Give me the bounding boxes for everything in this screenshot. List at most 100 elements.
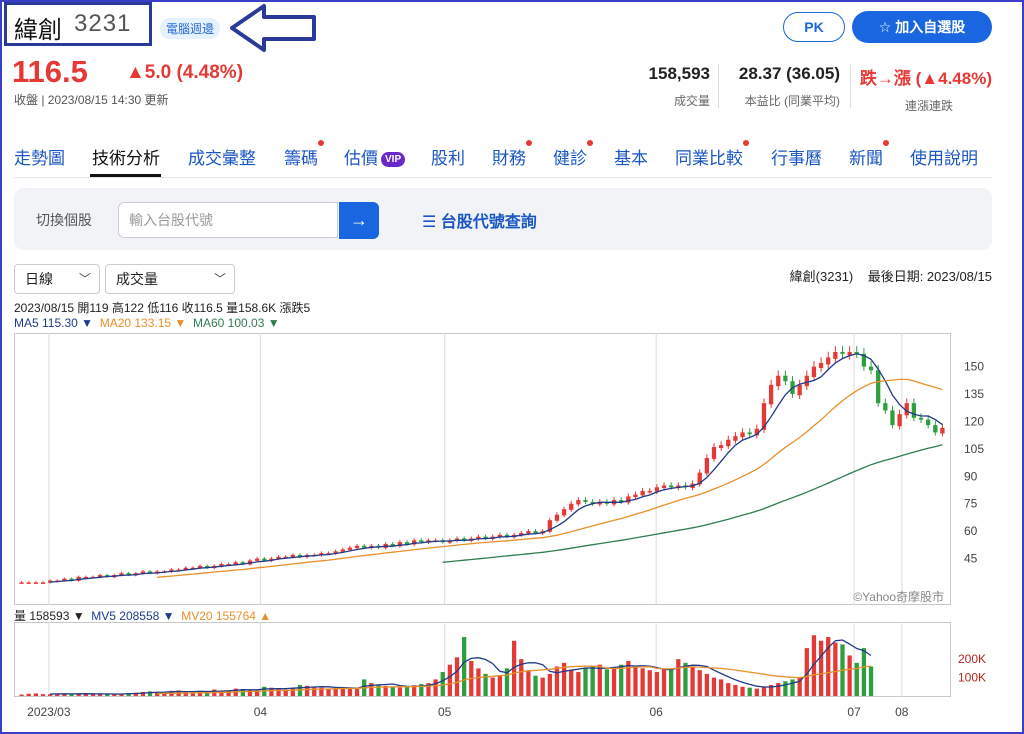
volume-bar: [219, 690, 224, 696]
volume-legend-value: 量 158593 ▼: [14, 609, 85, 623]
volume-chart[interactable]: 200K 100K 2023/03 04 05 06 07 08: [14, 622, 994, 728]
period-select[interactable]: 日線 ﹀: [14, 264, 100, 294]
volume-bar: [240, 689, 246, 696]
tab-technical[interactable]: 技術分析: [92, 144, 160, 169]
volume-bar: [283, 689, 288, 696]
volume-bar: [69, 693, 74, 696]
candle: [519, 533, 524, 536]
tab-label: 基本: [614, 149, 648, 168]
search-go-button[interactable]: →: [339, 202, 379, 239]
candle: [297, 554, 303, 557]
volume-bar: [26, 693, 31, 696]
tab-help[interactable]: 使用說明: [910, 144, 978, 169]
tab-news[interactable]: 新聞: [849, 140, 889, 169]
volume-bar: [511, 640, 517, 696]
candle: [176, 569, 181, 572]
candle: [811, 366, 817, 378]
tab-label: 估價: [344, 149, 378, 168]
candle: [340, 549, 345, 552]
volume-bar: [97, 693, 103, 696]
chart-border: [14, 622, 951, 697]
volume-bar: [818, 640, 824, 696]
candle: [633, 494, 638, 498]
annotation-arrow-icon: [230, 4, 316, 52]
volume-bar: [419, 684, 424, 696]
volume-bar: [119, 693, 124, 696]
volume-bar: [376, 684, 381, 696]
x-tick-label: 05: [438, 705, 452, 719]
indicator-select[interactable]: 成交量 ﹀: [105, 264, 235, 294]
volume-bar: [462, 637, 467, 696]
candle: [33, 582, 38, 584]
candle: [262, 558, 267, 561]
volume-bar: [718, 679, 724, 696]
volume-bar: [540, 677, 545, 696]
candle: [804, 375, 809, 387]
notification-dot: [318, 140, 324, 146]
volume-bar: [533, 675, 538, 696]
switch-label: 切換個股: [36, 212, 92, 228]
candle: [897, 414, 902, 427]
tab-health[interactable]: 健診: [553, 140, 593, 169]
volume-bar: [162, 692, 167, 696]
stock-name: 緯創: [14, 17, 62, 44]
x-tick-label: 04: [254, 705, 268, 719]
candle: [462, 538, 467, 541]
candle: [783, 375, 788, 382]
tab-dividend[interactable]: 股利: [431, 144, 465, 169]
candle: [647, 490, 652, 493]
candle: [354, 545, 360, 549]
volume-bar: [504, 668, 510, 696]
volume-bar: [55, 693, 60, 696]
tab-trend[interactable]: 走勢圖: [14, 144, 65, 169]
volume-bar: [19, 694, 24, 696]
volume-bar: [90, 694, 96, 696]
tab-label: 股利: [431, 149, 465, 168]
volume-bar: [476, 668, 481, 696]
candle: [147, 571, 153, 574]
y-tick-label: 120: [964, 414, 984, 428]
tab-label: 技術分析: [92, 149, 160, 168]
candle: [390, 543, 395, 546]
volume-bar: [140, 691, 146, 696]
stock-search-input[interactable]: 輸入台股代號: [118, 202, 338, 238]
pk-button[interactable]: PK: [783, 12, 845, 42]
tab-basic[interactable]: 基本: [614, 144, 648, 169]
volume-bar: [633, 666, 638, 696]
volume-bar: [354, 689, 360, 696]
tab-divider: [14, 177, 992, 178]
tab-label: 使用說明: [910, 149, 978, 168]
tab-peers[interactable]: 同業比較: [675, 140, 749, 169]
tab-trades[interactable]: 成交彙整: [188, 144, 256, 169]
code-lookup-link[interactable]: ☰ 台股代號查詢: [422, 214, 537, 231]
tab-finance[interactable]: 財務: [492, 140, 532, 169]
candle: [276, 556, 281, 560]
volume-bar: [776, 683, 781, 696]
volume-bar: [754, 688, 759, 696]
candle: [533, 531, 538, 533]
candle: [83, 576, 88, 579]
volume-bar: [319, 687, 324, 696]
volume-bar: [290, 688, 295, 696]
volume-bar: [133, 692, 138, 696]
candle: [290, 554, 295, 558]
volume-bar: [190, 692, 196, 696]
industry-tag[interactable]: 電腦週邊: [160, 18, 221, 39]
volume-bar: [833, 642, 838, 696]
volume-bar: [761, 686, 767, 696]
volume-bar: [626, 661, 631, 696]
candle: [640, 490, 645, 496]
current-price: 116.5: [12, 54, 88, 89]
candle: [19, 582, 24, 584]
candle: [711, 447, 717, 459]
price-chart[interactable]: 45 60 75 90 105 120 135 150 ©Yahoo奇摩股市: [14, 333, 994, 605]
tab-valuation[interactable]: 估價 VIP: [344, 144, 406, 169]
notification-dot: [743, 140, 749, 146]
y-tick-label: 75: [964, 497, 978, 511]
tab-chips[interactable]: 籌碼: [284, 140, 324, 169]
candle: [597, 501, 602, 505]
tab-label: 新聞: [849, 149, 883, 168]
tab-calendar[interactable]: 行事曆: [771, 144, 822, 169]
add-watchlist-button[interactable]: ☆ 加入自選股: [852, 11, 992, 43]
